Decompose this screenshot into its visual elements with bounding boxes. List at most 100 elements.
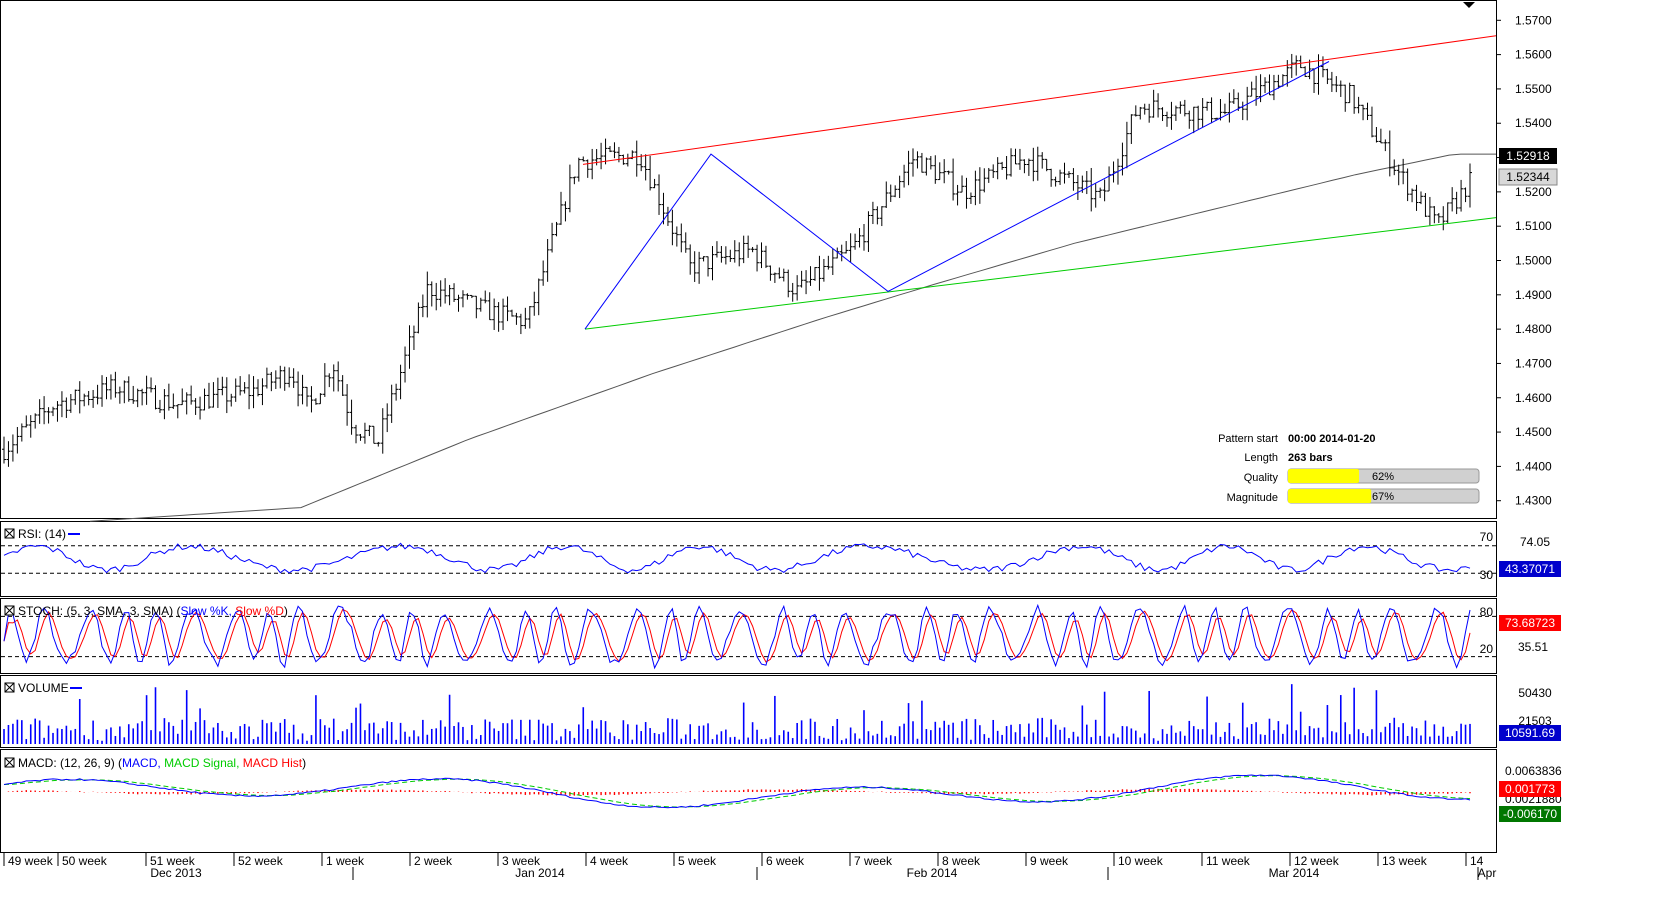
week-label: 12 week [1294,854,1340,868]
magnitude-label: Magnitude [1227,492,1278,504]
price-tick-label: 1.4700 [1515,356,1552,370]
stoch-level-80: 80 [1480,605,1494,619]
week-label: 13 week [1382,854,1428,868]
macd-line [3,774,1471,809]
price-tick-label: 1.5500 [1515,82,1552,96]
price-tick-label: 1.4300 [1515,494,1552,508]
stoch-slow-k-line [3,603,1471,670]
month-label: Dec 2013 [150,866,202,880]
price-tick-label: 1.5600 [1515,48,1552,62]
macd-signal-line [3,775,1471,808]
price-value-label: 1.52344 [1506,170,1550,184]
quality-label: Quality [1244,472,1279,484]
rsi-panel-frame [0,521,1497,597]
stoch-mid-label: 35.51 [1518,640,1548,654]
week-label: 14 [1470,854,1484,868]
volume-layer [3,684,1471,744]
week-label: 5 week [678,854,717,868]
week-label: 6 week [766,854,805,868]
price-tick-label: 1.4900 [1515,288,1552,302]
rsi-current-label: 43.37071 [1505,562,1555,576]
rsi-header: RSI: (14) 70 30 74.05 43.37071 [4,527,1561,582]
week-label: 7 week [854,854,893,868]
volume-title: VOLUME [18,681,69,695]
close-icon [4,605,15,616]
quality-value: 62% [1372,471,1394,483]
moving-average-layer [89,153,1496,522]
volume-mid-label: 21503 [1518,714,1552,728]
price-tick-label: 1.4500 [1515,425,1552,439]
stoch-header: STOCH: (5, 3, SMA, 3, SMA) (Slow %K, Slo… [4,604,1561,656]
magnitude-value: 67% [1372,491,1394,503]
length-value: 263 bars [1288,452,1333,464]
week-label: 11 week [1206,854,1251,868]
week-label: 50 week [62,854,108,868]
week-label: 1 week [326,854,365,868]
month-label: Mar 2014 [1269,866,1320,880]
rsi-layer [1,542,1496,574]
price-tick-label: 1.4600 [1515,391,1552,405]
zigzag-pattern-line [584,61,1330,330]
magnitude-bar-fill [1288,489,1372,503]
month-label: Feb 2014 [907,866,958,880]
price-tick-label: 1.5100 [1515,219,1552,233]
price-tick-label: 1.5400 [1515,116,1552,130]
stoch-layer [1,603,1496,670]
scroll-marker-icon[interactable] [1463,2,1475,8]
pattern-info: Pattern start 00:00 2014-01-20 Length 26… [1218,433,1480,504]
rsi-axis-value: 74.05 [1520,535,1550,549]
stoch-slow-d-line [3,608,1471,663]
price-axis: 1.57001.56001.55001.54001.53001.52001.51… [1496,13,1552,508]
price-value-box: 1.52344 [1498,168,1558,186]
stoch-title: STOCH: (5, 3, SMA, 3, SMA) (Slow %K, Slo… [18,604,288,618]
close-icon [4,682,15,693]
week-label: 2 week [414,854,453,868]
week-label: 8 week [942,854,981,868]
macd-header: MACD: (12, 26, 9) (MACD, MACD Signal, MA… [4,756,1562,822]
length-label: Length [1244,452,1278,464]
stoch-panel-frame [0,598,1497,674]
price-tick-label: 1.4400 [1515,459,1552,473]
close-icon [4,757,15,768]
week-label: 49 week [8,854,54,868]
price-tick-label: 1.5700 [1515,13,1552,27]
month-label: Apr [1478,866,1497,880]
volume-current-label: 10591.69 [1505,726,1555,740]
volume-header: VOLUME 50430 21503 10591.69 [4,681,1561,741]
macd-panel-frame [0,749,1497,853]
stoch-level-20: 20 [1480,642,1494,656]
volume-top-label: 50430 [1518,686,1552,700]
upper-trend-line [582,35,1497,165]
rsi-title: RSI: (14) [18,527,66,541]
macd-title: MACD: (12, 26, 9) (MACD, MACD Signal, MA… [18,756,306,770]
price-tick-label: 1.5200 [1515,185,1552,199]
ma-value-label: 1.52918 [1506,149,1550,163]
close-icon [4,528,15,539]
rsi-line [3,542,1471,574]
week-label: 52 week [238,854,284,868]
price-bars-layer [2,53,1472,467]
macd-current-label: -0.006170 [1503,807,1557,821]
price-tick-label: 1.4800 [1515,322,1552,336]
price-panel-frame [0,0,1497,519]
pattern-start-label: Pattern start [1218,433,1278,445]
rsi-level-70: 70 [1480,530,1494,544]
volume-panel-frame [0,675,1497,748]
macd-layer [3,774,1471,809]
time-axis: 49 week 50 week 51 week 52 week 1 week 2 week… [3,853,1497,880]
lower-trend-line [584,217,1497,330]
month-label: Jan 2014 [515,866,565,880]
rsi-level-30: 30 [1480,568,1494,582]
pattern-start-value: 00:00 2014-01-20 [1288,433,1375,445]
ma-value-box: 1.52918 [1499,148,1557,164]
macd-top-label: 0.0063836 [1505,764,1562,778]
price-tick-label: 1.5000 [1515,254,1552,268]
week-label: 4 week [590,854,629,868]
quality-bar-fill [1288,469,1360,483]
moving-average-line [89,153,1496,522]
stoch-current-label: 73.68723 [1505,616,1555,630]
week-label: 51 week [150,854,196,868]
week-label: 10 week [1118,854,1164,868]
macd-hist-current-label: 0.001773 [1505,782,1555,796]
